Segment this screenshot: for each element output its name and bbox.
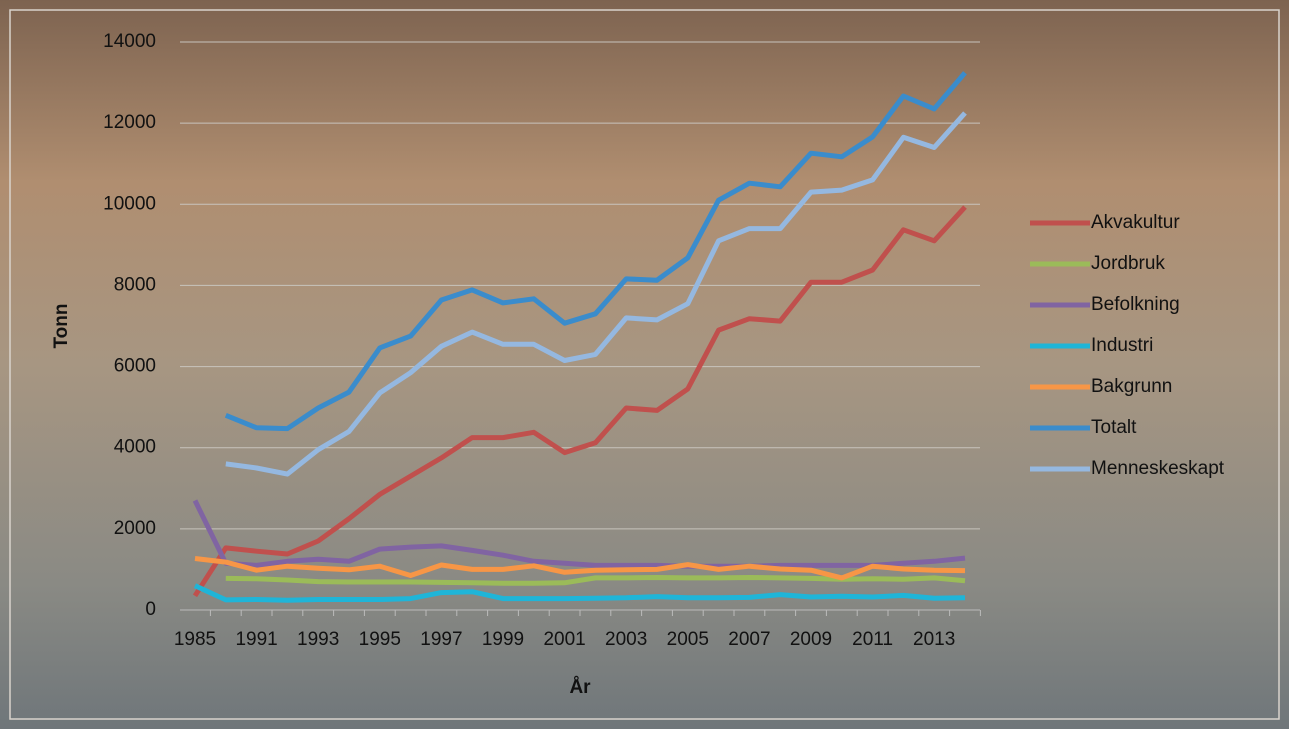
- x-tick-label: 2001: [543, 629, 585, 650]
- legend-label: Totalt: [1091, 417, 1137, 438]
- y-tick-label: 8000: [114, 274, 156, 295]
- series-line: [193, 583, 966, 603]
- x-tick-label: 2007: [728, 629, 770, 650]
- x-tick-label: 1991: [235, 629, 277, 650]
- x-tick-label: 1999: [482, 629, 524, 650]
- x-tick-label: 2005: [667, 629, 709, 650]
- series-line: [194, 556, 966, 581]
- x-tick-label: 2013: [913, 629, 955, 650]
- legend-label: Jordbruk: [1091, 253, 1165, 274]
- y-tick-label: 12000: [103, 112, 156, 133]
- x-tick-label: 2003: [605, 629, 647, 650]
- y-tick-label: 4000: [114, 437, 156, 458]
- legend-label: Befolkning: [1091, 294, 1180, 315]
- series-line: [192, 205, 967, 598]
- y-tick-label: 2000: [114, 518, 156, 539]
- y-tick-label: 6000: [114, 356, 156, 377]
- legend-label: Menneskeskapt: [1091, 458, 1225, 479]
- series-line: [225, 111, 967, 477]
- y-tick-label: 10000: [103, 193, 156, 214]
- y-axis-title: Tonn: [51, 303, 72, 348]
- x-tick-label: 1995: [359, 629, 401, 650]
- legend-label: Bakgrunn: [1091, 376, 1172, 397]
- y-tick-label: 14000: [103, 31, 156, 52]
- x-tick-label: 1985: [174, 629, 216, 650]
- x-axis-title: År: [569, 677, 591, 698]
- series-line: [192, 499, 966, 569]
- x-tick-label: 2009: [790, 629, 832, 650]
- x-tick-label: 2011: [852, 629, 893, 650]
- series-line: [224, 71, 967, 432]
- x-tick-label: 1997: [420, 629, 462, 650]
- legend-label: Industri: [1091, 335, 1153, 356]
- x-tick-label: 1993: [297, 629, 339, 650]
- y-tick-label: 0: [145, 599, 156, 620]
- legend-label: Akvakultur: [1091, 212, 1180, 233]
- chart-frame: [9, 9, 1280, 720]
